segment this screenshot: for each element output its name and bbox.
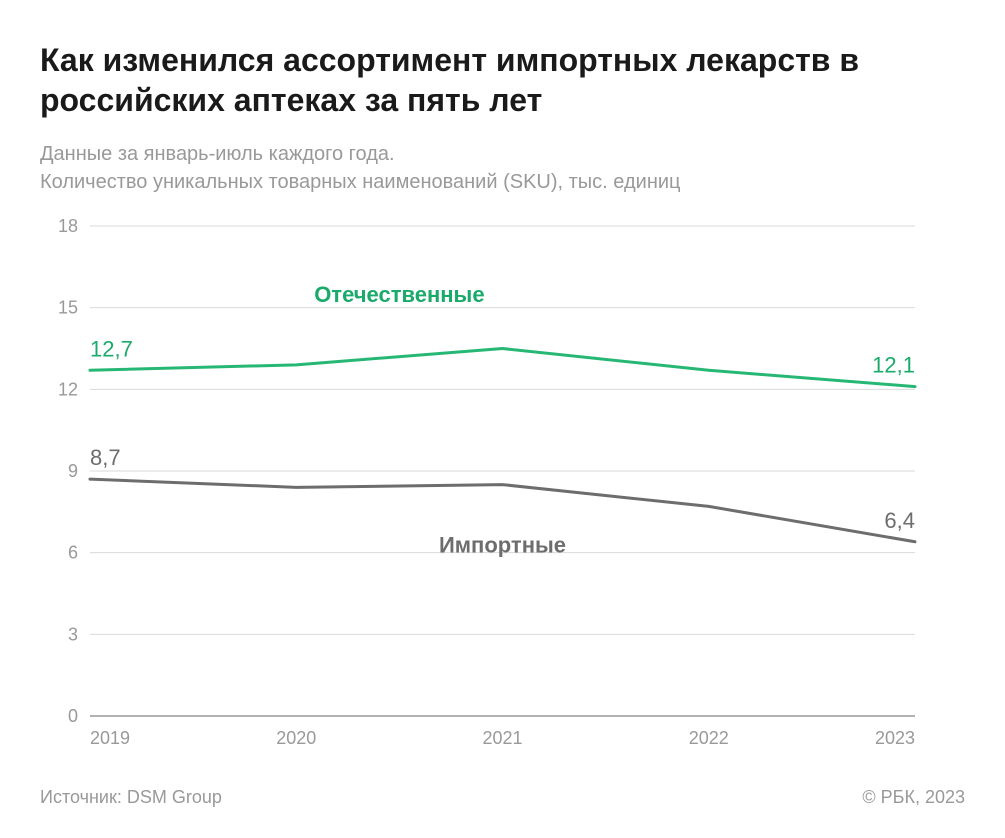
source-label: Источник: DSM Group xyxy=(40,787,222,808)
chart-subtitle: Данные за январь-июль каждого года. Коли… xyxy=(40,140,965,196)
series-last-value: 12,1 xyxy=(872,353,915,378)
y-tick-label: 12 xyxy=(58,379,78,399)
series-name-label: Отечественные xyxy=(314,282,484,307)
x-tick-label: 2021 xyxy=(482,728,522,748)
subtitle-line-1: Данные за январь-июль каждого года. xyxy=(40,143,395,165)
y-tick-label: 3 xyxy=(68,624,78,644)
copyright-label: © РБК, 2023 xyxy=(862,787,965,808)
chart-title: Как изменился ассортимент импортных лека… xyxy=(40,40,965,120)
chart-container: Как изменился ассортимент импортных лека… xyxy=(0,0,1005,838)
x-tick-label: 2022 xyxy=(689,728,729,748)
series-first-value: 8,7 xyxy=(90,445,121,470)
y-tick-label: 18 xyxy=(58,216,78,236)
x-tick-label: 2020 xyxy=(276,728,316,748)
series-line xyxy=(90,349,915,387)
y-tick-label: 9 xyxy=(68,461,78,481)
series-name-label: Импортные xyxy=(439,533,566,558)
line-chart-svg: 0 3 6 9 12 15 18 2019 2020 2021 2022 2023 12,7 12,1 От… xyxy=(40,216,965,756)
y-tick-label: 15 xyxy=(58,298,78,318)
chart-plot-area: 0 3 6 9 12 15 18 2019 2020 2021 2022 2023 12,7 12,1 От… xyxy=(40,216,965,767)
x-tick-label: 2019 xyxy=(90,728,130,748)
subtitle-line-2: Количество уникальных товарных наименова… xyxy=(40,171,681,193)
x-tick-label: 2023 xyxy=(875,728,915,748)
y-tick-label: 6 xyxy=(68,543,78,563)
chart-footer: Источник: DSM Group © РБК, 2023 xyxy=(40,767,965,808)
y-tick-label: 0 xyxy=(68,706,78,726)
series-last-value: 6,4 xyxy=(884,508,915,533)
series-first-value: 12,7 xyxy=(90,336,133,361)
